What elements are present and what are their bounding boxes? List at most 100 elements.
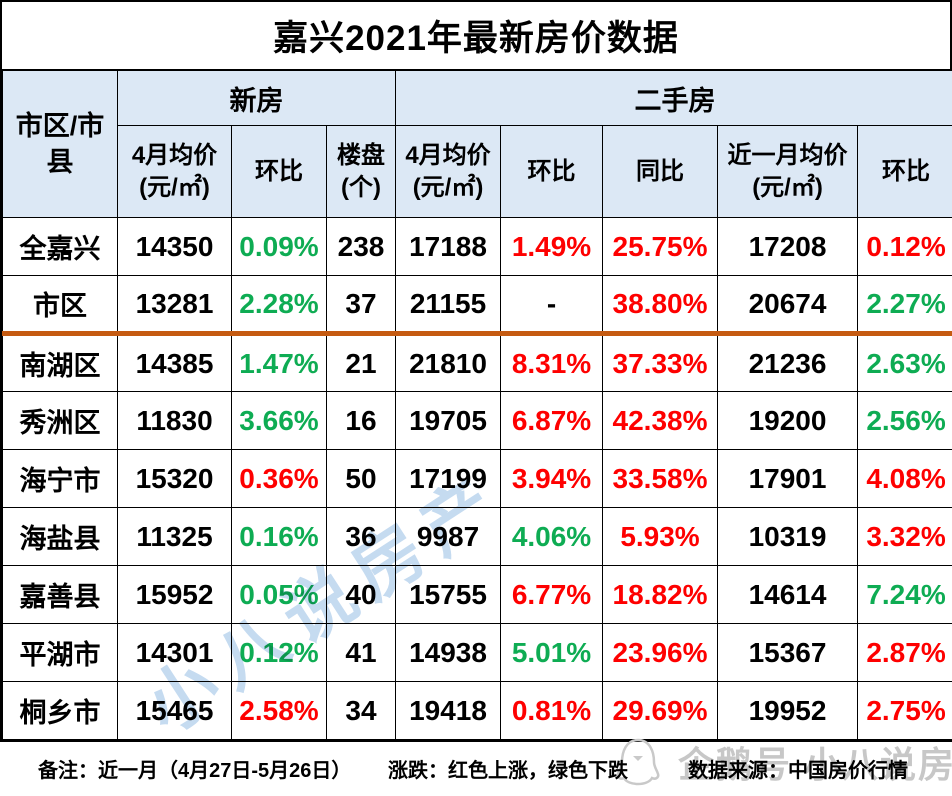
value-cell: 2.28% xyxy=(231,275,327,336)
value-cell: 19418 xyxy=(395,681,502,740)
sub-header-3: 4月均价 (元/㎡) xyxy=(395,125,502,218)
corner-header: 市区/市县 xyxy=(2,69,118,218)
sub-header-1: 环比 xyxy=(231,125,327,218)
group-header-secondhand-homes: 二手房 xyxy=(395,69,952,126)
value-cell: 4.06% xyxy=(500,507,604,566)
sub-header-5: 同比 xyxy=(602,125,719,218)
value-cell: 33.58% xyxy=(602,449,719,508)
value-cell: 0.36% xyxy=(231,449,327,508)
value-cell: 238 xyxy=(325,217,397,276)
value-cell: 13281 xyxy=(117,275,232,336)
value-cell: 0.09% xyxy=(231,217,327,276)
value-cell: 19952 xyxy=(717,681,859,740)
region-name: 全嘉兴 xyxy=(2,217,118,276)
value-cell: 2.56% xyxy=(857,391,952,450)
group-header-row: 市区/市县 新房 二手房 xyxy=(2,69,952,218)
value-cell: 10319 xyxy=(717,507,859,566)
footer-legend: 涨跌：红色上涨，绿色下跌 xyxy=(388,760,628,782)
value-cell: 21236 xyxy=(717,333,859,392)
value-cell: 29.69% xyxy=(602,681,719,740)
region-name: 海盐县 xyxy=(2,507,118,566)
value-cell: 0.81% xyxy=(500,681,604,740)
value-cell: 16 xyxy=(325,391,397,450)
value-cell: 1.49% xyxy=(500,217,604,276)
value-cell: 37.33% xyxy=(602,333,719,392)
value-cell: 8.31% xyxy=(500,333,604,392)
value-cell: - xyxy=(500,275,604,336)
value-cell: 37 xyxy=(325,275,397,336)
value-cell: 6.77% xyxy=(500,565,604,624)
region-name: 南湖区 xyxy=(2,333,118,392)
value-cell: 14301 xyxy=(117,623,232,682)
value-cell: 17901 xyxy=(717,449,859,508)
value-cell: 2.87% xyxy=(857,623,952,682)
value-cell: 15755 xyxy=(395,565,502,624)
value-cell: 1.47% xyxy=(231,333,327,392)
value-cell: 21810 xyxy=(395,333,502,392)
value-cell: 14938 xyxy=(395,623,502,682)
value-cell: 5.93% xyxy=(602,507,719,566)
region-name: 海宁市 xyxy=(2,449,118,508)
value-cell: 14350 xyxy=(117,217,232,276)
value-cell: 41 xyxy=(325,623,397,682)
price-table: 市区/市县 新房 二手房 4月均价 (元/㎡) 环比 楼盘 (个) 4月均价 (元/㎡… xyxy=(2,69,952,740)
value-cell: 15465 xyxy=(117,681,232,740)
table-row: 秀洲区 11830 3.66% 16 19705 6.87% 42.38% 19200 2.56… xyxy=(2,391,952,450)
table-row: 全嘉兴 14350 0.09% 238 17188 1.49% 25.75% 17208 0.1… xyxy=(2,217,952,276)
value-cell: 0.12% xyxy=(231,623,327,682)
value-cell: 2.27% xyxy=(857,275,952,336)
value-cell: 17199 xyxy=(395,449,502,508)
value-cell: 9987 xyxy=(395,507,502,566)
value-cell: 2.58% xyxy=(231,681,327,740)
value-cell: 0.05% xyxy=(231,565,327,624)
value-cell: 3.66% xyxy=(231,391,327,450)
group-header-new-homes: 新房 xyxy=(116,69,397,126)
value-cell: 19200 xyxy=(717,391,859,450)
region-name: 秀洲区 xyxy=(2,391,118,450)
table-row: 海宁市 15320 0.36% 50 17199 3.94% 33.58% 17901 4.08… xyxy=(2,449,952,508)
footer-source: 数据来源：中国房价行情 xyxy=(688,760,908,782)
region-name: 桐乡市 xyxy=(2,681,118,740)
region-name: 嘉善县 xyxy=(2,565,118,624)
sub-header-2: 楼盘 (个) xyxy=(325,125,397,218)
value-cell: 21 xyxy=(325,333,397,392)
sub-header-0: 4月均价 (元/㎡) xyxy=(117,125,232,218)
region-name: 平湖市 xyxy=(2,623,118,682)
table-row: 市区 13281 2.28% 37 21155-38.80% 20674 2.27% xyxy=(2,275,952,336)
table-row: 南湖区 14385 1.47% 21 21810 8.31% 37.33% 21236 2.63… xyxy=(2,333,952,392)
value-cell: 11830 xyxy=(117,391,232,450)
value-cell: 21155 xyxy=(395,275,502,336)
value-cell: 50 xyxy=(325,449,397,508)
value-cell: 7.24% xyxy=(857,565,952,624)
value-cell: 20674 xyxy=(717,275,859,336)
page-title: 嘉兴2021年最新房价数据 xyxy=(2,2,950,69)
region-name: 市区 xyxy=(2,275,118,336)
value-cell: 11325 xyxy=(117,507,232,566)
value-cell: 15320 xyxy=(117,449,232,508)
value-cell: 2.75% xyxy=(857,681,952,740)
value-cell: 14614 xyxy=(717,565,859,624)
value-cell: 3.32% xyxy=(857,507,952,566)
value-cell: 19705 xyxy=(395,391,502,450)
table-row: 嘉善县 15952 0.05% 40 15755 6.77% 18.82% 14614 7.24… xyxy=(2,565,952,624)
value-cell: 40 xyxy=(325,565,397,624)
value-cell: 5.01% xyxy=(500,623,604,682)
value-cell: 38.80% xyxy=(602,275,719,336)
value-cell: 15952 xyxy=(117,565,232,624)
price-panel: 嘉兴2021年最新房价数据 市区/市县 新房 二手房 4月均价 (元/㎡) 环比楼… xyxy=(0,0,952,742)
value-cell: 15367 xyxy=(717,623,859,682)
value-cell: 0.16% xyxy=(231,507,327,566)
value-cell: 6.87% xyxy=(500,391,604,450)
value-cell: 18.82% xyxy=(602,565,719,624)
value-cell: 23.96% xyxy=(602,623,719,682)
sub-header-row: 4月均价 (元/㎡) 环比 楼盘 (个) 4月均价 (元/㎡) 环比 同比 近一月均价(元/… xyxy=(3,125,952,218)
footer: 备注：近一月（4月27日-5月26日） 涨跌：红色上涨，绿色下跌 数据来源：中国… xyxy=(0,740,952,796)
sub-header-6: 近一月均价(元/㎡) xyxy=(717,125,859,218)
value-cell: 36 xyxy=(325,507,397,566)
value-cell: 25.75% xyxy=(602,217,719,276)
value-cell: 17208 xyxy=(717,217,859,276)
value-cell: 17188 xyxy=(395,217,502,276)
value-cell: 4.08% xyxy=(857,449,952,508)
value-cell: 0.12% xyxy=(857,217,952,276)
value-cell: 42.38% xyxy=(602,391,719,450)
